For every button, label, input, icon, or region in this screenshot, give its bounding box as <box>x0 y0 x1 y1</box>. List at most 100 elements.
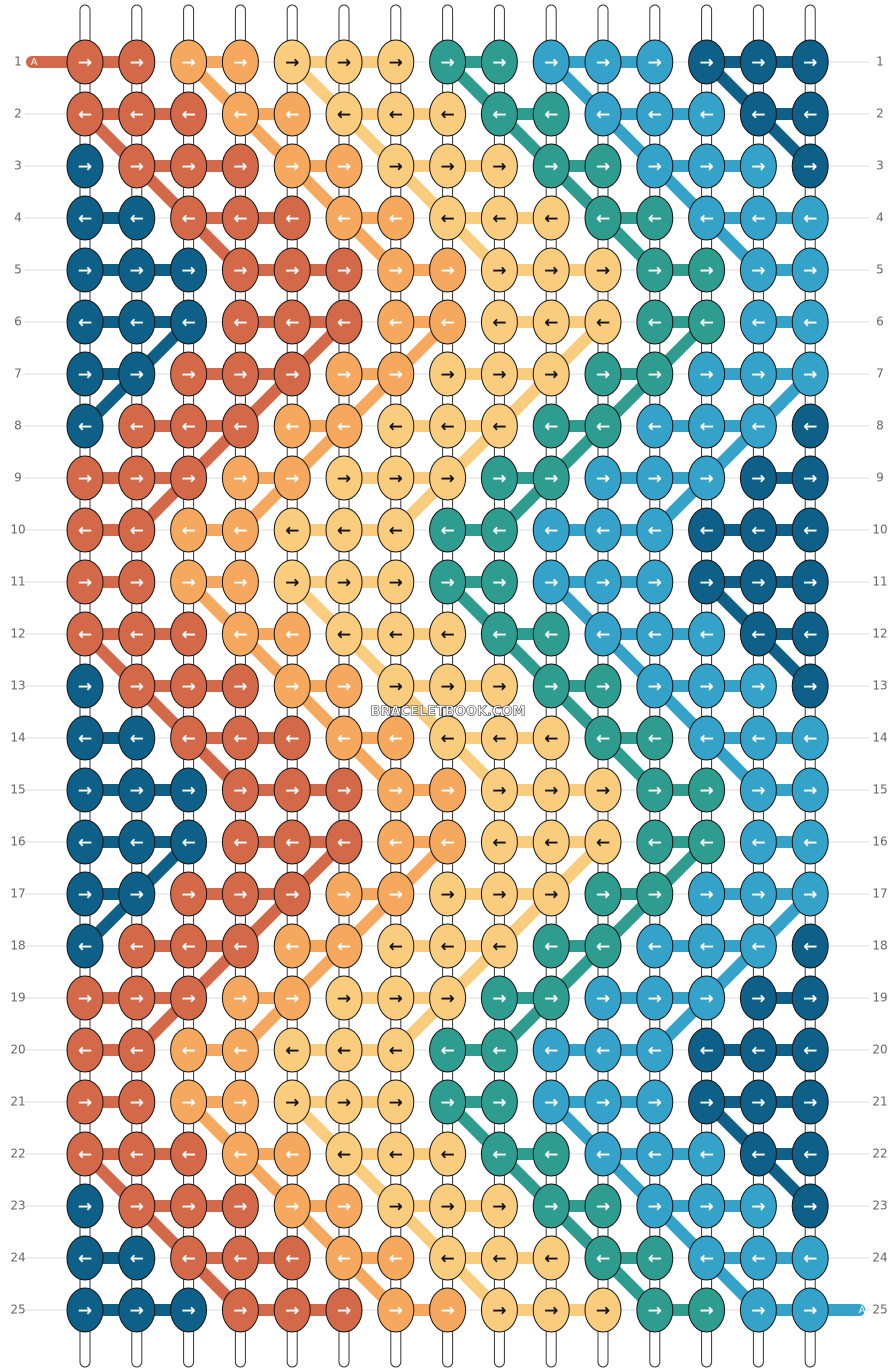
knot: ← <box>739 819 777 865</box>
knot: → <box>66 559 104 605</box>
knot: → <box>118 247 156 293</box>
knot-body <box>377 1235 415 1281</box>
knot-arrow: ← <box>751 417 765 437</box>
knot: → <box>429 1183 467 1229</box>
knot-body <box>532 1235 570 1281</box>
knot-body <box>221 767 259 813</box>
knot-arrow: ← <box>389 417 403 437</box>
knot-arrow: ← <box>285 209 299 229</box>
knot-arrow: → <box>596 885 610 905</box>
knot: → <box>584 767 622 813</box>
knot-arrow: ← <box>181 1041 195 1061</box>
row-number: 8 <box>14 419 22 433</box>
knot-body <box>273 299 311 345</box>
knot: ← <box>325 819 363 865</box>
knot-arrow: ← <box>337 1145 351 1165</box>
knot: → <box>273 767 311 813</box>
knot: ← <box>584 1131 622 1177</box>
knot-arrow: ← <box>699 417 713 437</box>
knot-arrow: → <box>130 781 144 801</box>
knot: → <box>791 663 829 709</box>
knot-arrow: → <box>285 677 299 697</box>
knot-body <box>739 351 777 397</box>
knot-arrow: ← <box>803 521 817 541</box>
knot-arrow: → <box>648 989 662 1009</box>
knot-body <box>532 1131 570 1177</box>
knot: → <box>170 351 208 397</box>
knot-arrow: ← <box>233 417 247 437</box>
knot-arrow: ← <box>492 209 506 229</box>
knot: → <box>377 143 415 189</box>
knot: ← <box>739 403 777 449</box>
knot: → <box>325 247 363 293</box>
knot-arrow: → <box>492 677 506 697</box>
knot-body <box>480 1027 518 1073</box>
knot-body <box>584 247 622 293</box>
knot-body <box>791 767 829 813</box>
knot-arrow: → <box>233 989 247 1009</box>
knot-body <box>791 975 829 1021</box>
knot-body <box>480 247 518 293</box>
knot-arrow: ← <box>440 625 454 645</box>
knot-arrow: → <box>751 781 765 801</box>
knot: → <box>636 663 674 709</box>
knot-arrow: ← <box>233 521 247 541</box>
knot: → <box>636 143 674 189</box>
knot-arrow: → <box>648 1301 662 1321</box>
knot: → <box>636 559 674 605</box>
knot: ← <box>429 1027 467 1073</box>
knot-arrow: ← <box>648 1145 662 1165</box>
knot-arrow: ← <box>440 1145 454 1165</box>
knot-body <box>739 559 777 605</box>
knot-body <box>688 299 726 345</box>
knot: ← <box>221 403 259 449</box>
knot-body <box>325 299 363 345</box>
knot-body <box>791 455 829 501</box>
knot-body <box>636 507 674 553</box>
knot-body <box>739 923 777 969</box>
knot-body <box>170 91 208 137</box>
row-number: 18 <box>10 939 25 953</box>
knot-arrow: → <box>699 1197 713 1217</box>
knot-arrow: → <box>544 573 558 593</box>
knot-arrow: → <box>233 469 247 489</box>
knot: → <box>221 767 259 813</box>
knot-arrow: → <box>492 1197 506 1217</box>
knot: ← <box>480 507 518 553</box>
knot-body <box>273 1183 311 1229</box>
knot-body <box>377 715 415 761</box>
knot-body <box>791 351 829 397</box>
knot-body <box>688 1235 726 1281</box>
knot-arrow: → <box>596 53 610 73</box>
knot-body <box>532 1079 570 1125</box>
knot-body <box>66 923 104 969</box>
knot-arrow: → <box>181 261 195 281</box>
knot-arrow: → <box>803 1093 817 1113</box>
knot-arrow: → <box>492 1093 506 1113</box>
knot-arrow: ← <box>440 521 454 541</box>
knot: → <box>325 975 363 1021</box>
knot: ← <box>377 1027 415 1073</box>
knot-body <box>118 247 156 293</box>
knot: ← <box>170 1027 208 1073</box>
knot-body <box>739 1235 777 1281</box>
knot-arrow: ← <box>233 313 247 333</box>
knot: → <box>739 1287 777 1333</box>
knot-arrow: ← <box>751 209 765 229</box>
knot-body <box>584 819 622 865</box>
knot-arrow: ← <box>699 313 713 333</box>
knot: ← <box>377 91 415 137</box>
knot-body <box>377 819 415 865</box>
knot: → <box>66 767 104 813</box>
knot-body <box>532 819 570 865</box>
knot-body <box>221 663 259 709</box>
knot: ← <box>170 91 208 137</box>
knot-arrow: ← <box>492 937 506 957</box>
knot-arrow: ← <box>648 417 662 437</box>
knot: → <box>118 559 156 605</box>
row-number: 2 <box>14 107 22 121</box>
knot: ← <box>739 195 777 241</box>
knot-arrow: ← <box>285 937 299 957</box>
knot-arrow: ← <box>699 209 713 229</box>
knot-body <box>480 975 518 1021</box>
